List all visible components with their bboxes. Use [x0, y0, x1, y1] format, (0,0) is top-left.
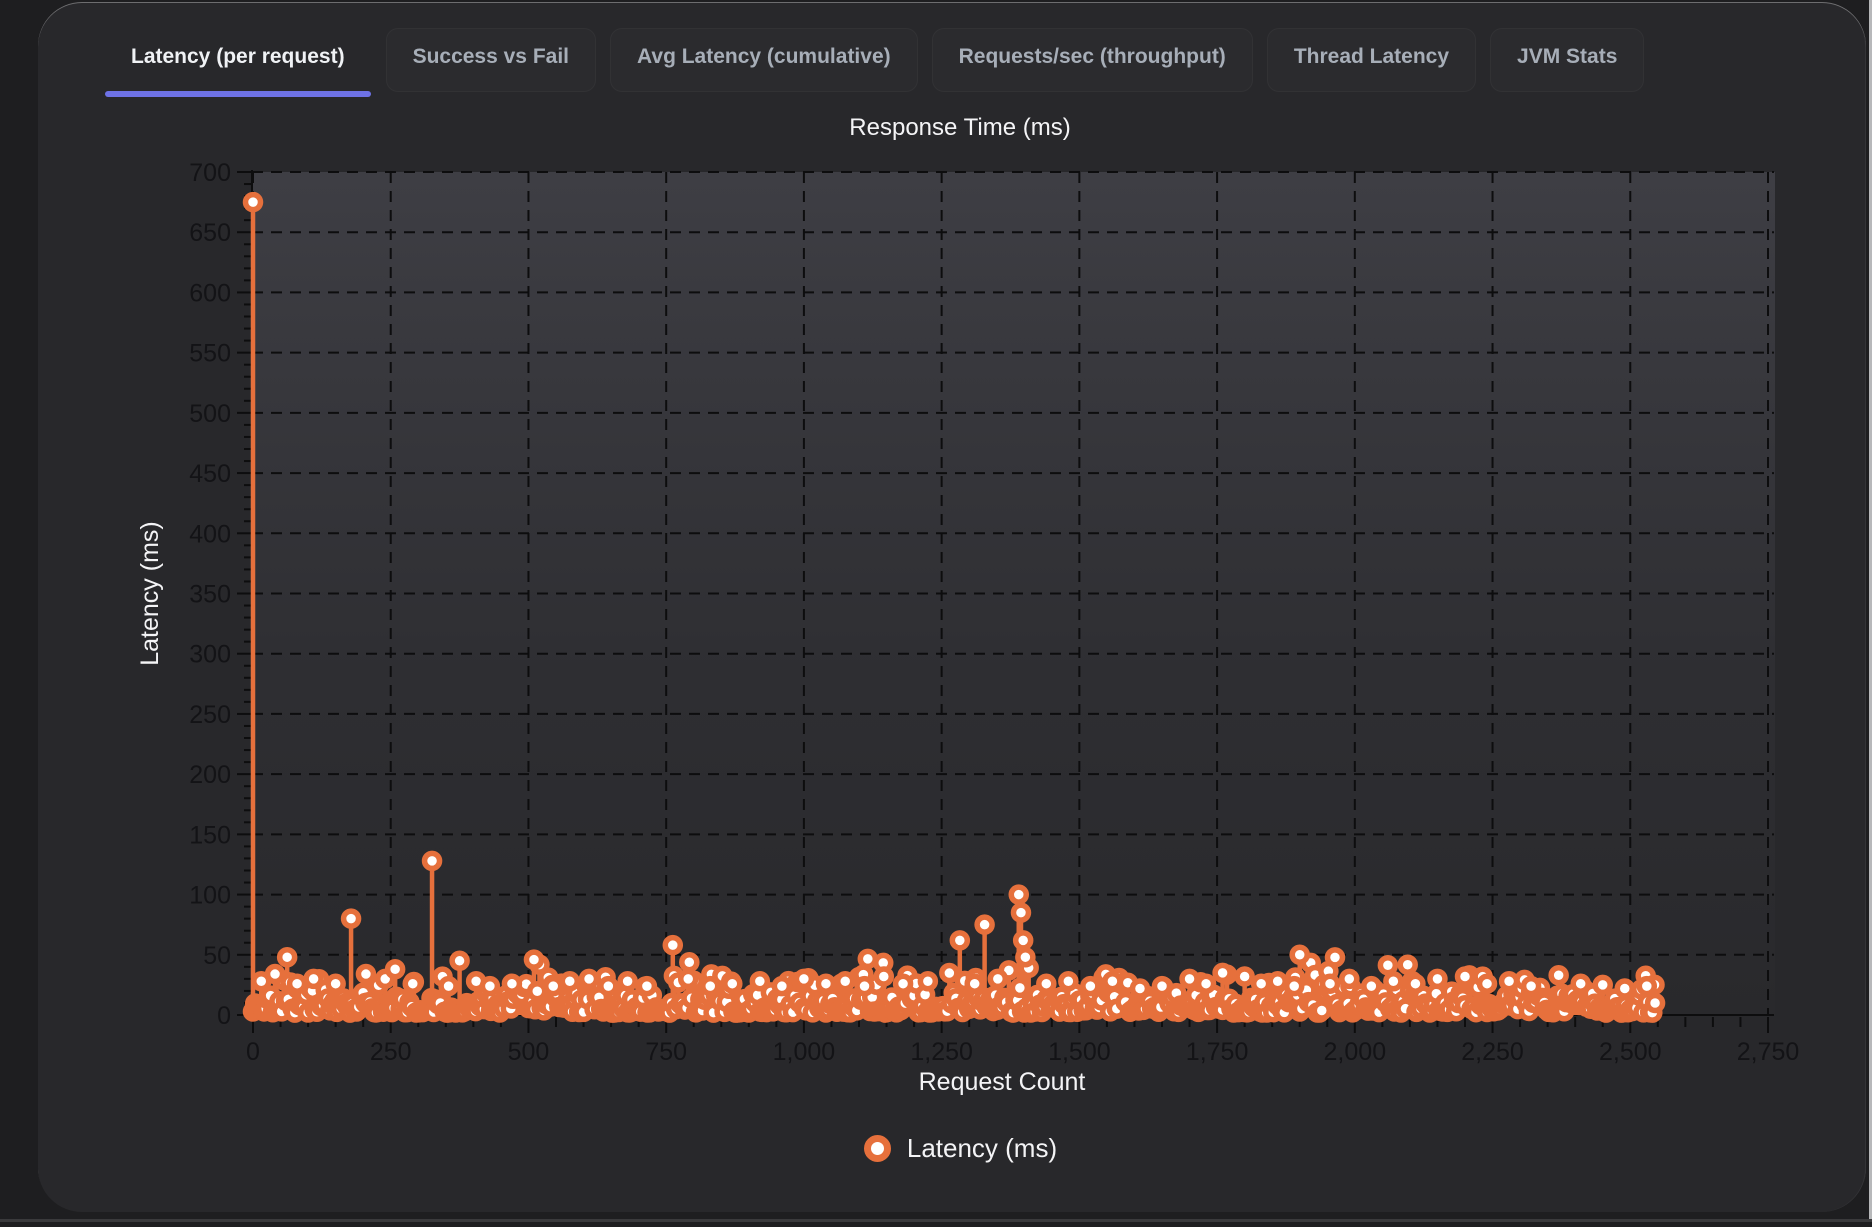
page-bottom-edge — [0, 1219, 1872, 1222]
tab-label: JVM Stats — [1517, 45, 1618, 68]
tab-jvm-stats[interactable]: JVM Stats — [1490, 28, 1644, 92]
tab-label: Latency (per request) — [131, 45, 345, 68]
tab-label: Requests/sec (throughput) — [958, 45, 1226, 68]
legend-item-latency[interactable]: Latency (ms) — [253, 1126, 1668, 1170]
active-tab-underline — [105, 91, 371, 97]
page-right-edge — [1869, 0, 1872, 1222]
legend-marker-icon — [863, 1134, 891, 1162]
tab-success-vs-fail[interactable]: Success vs Fail — [386, 28, 596, 92]
dashboard-card: Latency (per request) Success vs Fail Avg … — [38, 2, 1866, 1212]
tab-latency-per-request[interactable]: Latency (per request) — [104, 28, 372, 97]
tab-avg-latency-cumulative[interactable]: Avg Latency (cumulative) — [610, 28, 918, 92]
tab-label: Thread Latency — [1293, 45, 1450, 68]
tab-label: Avg Latency (cumulative) — [637, 45, 891, 68]
tab-requests-sec-throughput[interactable]: Requests/sec (throughput) — [932, 28, 1253, 92]
tab-label: Success vs Fail — [412, 45, 569, 68]
tab-thread-latency[interactable]: Thread Latency — [1267, 28, 1476, 92]
chart-tab-bar: Latency (per request) Success vs Fail Avg … — [104, 28, 1644, 97]
legend-label: Latency (ms) — [906, 1132, 1058, 1163]
